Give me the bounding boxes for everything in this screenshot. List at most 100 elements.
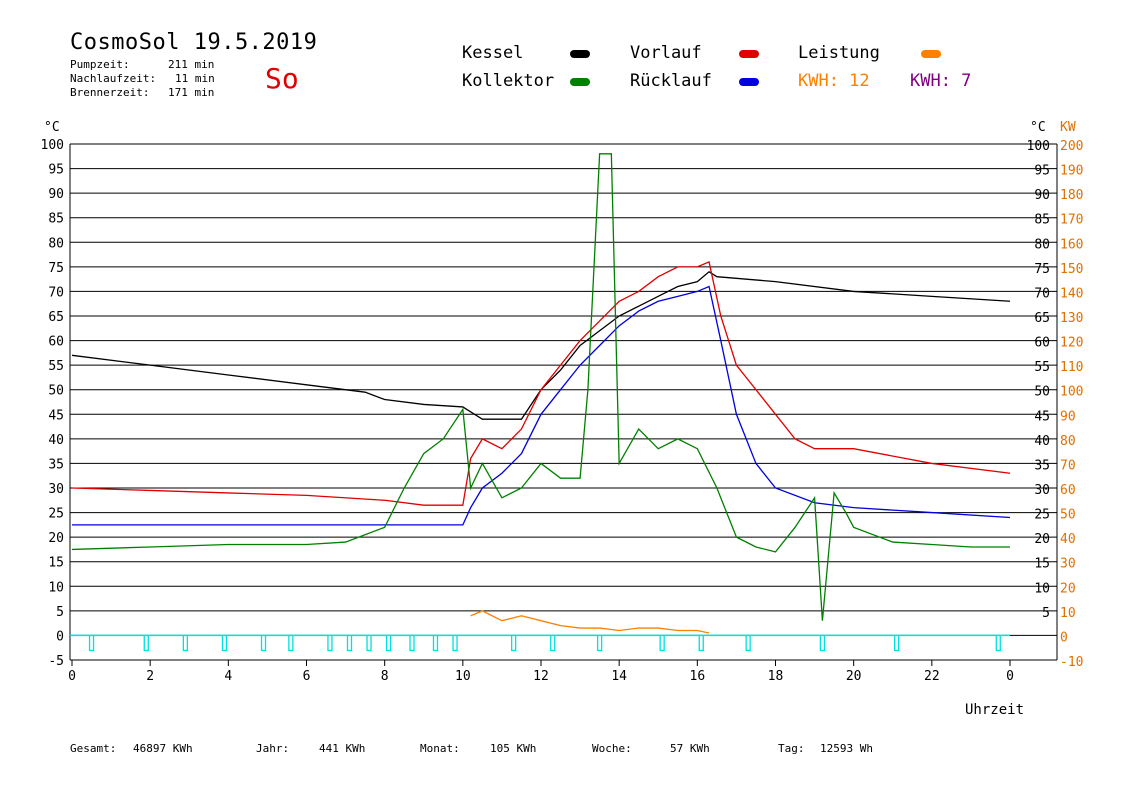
footer-jahr-value: 441 KWh [319,742,366,755]
footer-woche-label: Woche: [592,742,632,755]
y-axis-unit-kw: KW [1060,120,1076,135]
series-line-kollektor [71,153,1010,621]
x-tick-label: 12 [533,669,549,684]
y-tick-label-kw: 180 [1060,188,1083,203]
y-tick-label-right: 30 [1034,483,1050,498]
y-tick-label-kw: 190 [1060,164,1083,179]
footer-tag-value: 12593 Wh [820,742,873,755]
x-tick-label: 16 [690,669,706,684]
legend-kwh-purple: KWH: 7 [910,71,972,91]
footer-gesamt-label: Gesamt: [70,742,117,755]
legend-kessel: Kessel [462,43,524,63]
y-tick-label-left: 5 [56,605,64,620]
pump-mark [366,634,372,652]
footer-gesamt-value: 46897 KWh [133,742,193,755]
x-tick-label: 8 [381,669,389,684]
chart-ticks: 1009590858075706560555045403530252015105… [41,138,1084,684]
y-tick-label-kw: 30 [1060,557,1076,572]
y-tick-label-kw: 20 [1060,581,1076,596]
x-tick-label: 2 [146,669,154,684]
stat-value-nachlaufzeit: 11 min [175,72,215,85]
x-tick-label: 20 [846,669,862,684]
stat-label-brennerzeit: Brennerzeit: [70,86,150,99]
y-tick-label-left: 0 [56,629,64,644]
weekday-label: So [265,62,299,95]
pump-mark [596,634,603,652]
y-tick-label-right: 35 [1034,458,1050,473]
stat-value-pumpzeit: 211 min [168,58,215,71]
y-tick-label-left: 80 [48,236,64,251]
y-tick-label-right: 60 [1034,336,1050,351]
y-tick-label-kw: 80 [1060,434,1076,449]
y-tick-label-left: 45 [48,408,64,423]
x-tick-label: 6 [303,669,311,684]
y-tick-label-right: 45 [1034,409,1050,424]
pump-mark [894,634,900,652]
y-tick-label-right: 55 [1034,360,1050,375]
series-line-leistung [470,610,710,634]
pump-mark [745,634,751,652]
chart-series [70,153,1011,652]
y-tick-label-kw: 100 [1060,385,1083,400]
chart-grid [69,143,1058,661]
y-tick-label-left: 50 [48,384,64,399]
y-tick-label-left: 30 [48,482,64,497]
y-tick-label-right: 15 [1034,557,1050,572]
y-tick-label-right: 20 [1034,532,1050,547]
footer-woche-value: 57 KWh [670,742,710,755]
legend-vorlauf-swatch [739,50,759,58]
y-tick-label-left: 90 [48,187,64,202]
y-axis-unit-right: °C [1030,120,1046,135]
y-tick-label-kw: 10 [1060,606,1076,621]
y-tick-label-left: 20 [48,531,64,546]
pump-mark [288,634,294,652]
y-tick-label-right: 70 [1034,286,1050,301]
pump-mark [452,634,458,652]
y-tick-label-right: 65 [1034,311,1050,326]
stat-label-pumpzeit: Pumpzeit: [70,58,130,71]
x-tick-label: 0 [1006,669,1014,684]
pump-mark [995,634,1001,652]
y-tick-label-kw: 50 [1060,508,1076,523]
y-tick-label-left: 65 [48,310,64,325]
pump-mark [698,634,704,652]
pump-mark [327,634,333,652]
pump-mark [143,634,149,652]
y-tick-label-kw: 60 [1060,483,1076,498]
y-tick-label-right: 90 [1034,188,1050,203]
pump-mark [221,634,228,652]
y-tick-label-right: 95 [1034,164,1050,179]
x-axis-label: Uhrzeit [965,702,1025,718]
x-tick-label: 10 [455,669,471,684]
y-tick-label-kw: 110 [1060,360,1083,375]
pump-mark [510,634,517,652]
x-tick-label: 0 [68,669,76,684]
x-tick-label: 14 [611,669,627,684]
y-tick-label-right: 25 [1034,508,1050,523]
y-tick-label-kw: 0 [1060,630,1068,645]
legend-vorlauf: Vorlauf [630,43,702,63]
pump-mark [819,634,826,652]
pump-mark [88,634,95,652]
y-tick-label-kw: 160 [1060,237,1083,252]
y-tick-label-right: 85 [1034,213,1050,228]
legend-ruecklauf: Rücklauf [630,71,712,91]
pump-mark [432,634,439,652]
y-tick-label-kw: 40 [1060,532,1076,547]
y-tick-label-kw: 150 [1060,262,1083,277]
y-tick-label-left: 25 [48,507,64,522]
pump-mark [182,634,188,652]
y-tick-label-right: 100 [1027,139,1050,154]
series-line-kessel [71,270,1011,420]
y-tick-label-left: 85 [48,212,64,227]
y-tick-label-kw: -10 [1060,655,1083,670]
stat-value-brennerzeit: 171 min [168,86,215,99]
y-tick-label-left: 70 [48,285,64,300]
y-tick-label-left: 95 [48,163,64,178]
y-tick-label-right: 50 [1034,385,1050,400]
pump-mark [346,634,353,652]
y-tick-label-left: 10 [48,580,64,595]
y-tick-label-kw: 140 [1060,286,1083,301]
y-tick-label-left: 75 [48,261,64,276]
